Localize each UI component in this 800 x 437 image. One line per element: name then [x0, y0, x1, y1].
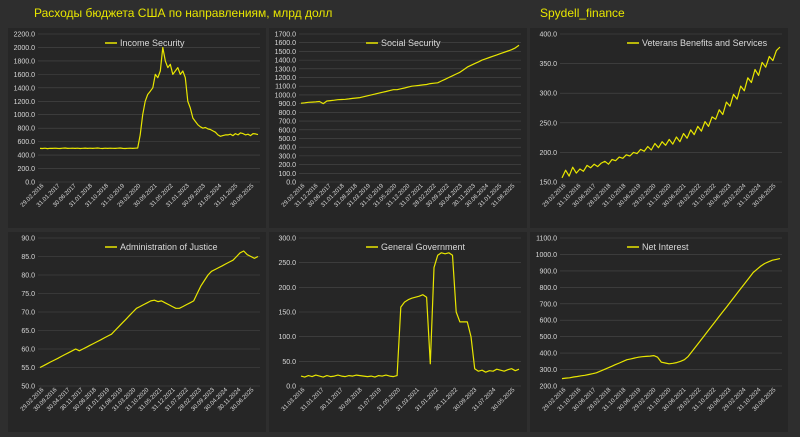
y-tick-label: 300.0 [539, 91, 557, 98]
y-tick-label: 200.0 [539, 150, 557, 157]
y-tick-label: 1400.0 [14, 85, 36, 92]
y-tick-label: 400.0 [539, 351, 557, 358]
y-tick-label: 600.0 [539, 318, 557, 325]
y-tick-label: 50.0 [282, 359, 296, 366]
y-tick-label: 2000.0 [14, 45, 36, 52]
legend-label: General Government [381, 242, 466, 252]
y-tick-label: 600.0 [17, 139, 35, 146]
y-tick-label: 100.0 [278, 334, 296, 341]
y-tick-label: 200.0 [278, 162, 296, 169]
y-tick-label: 55.0 [21, 365, 35, 372]
chart-panel-net-interest: 200.0 300.0 400.0 500.0 600.0 700.0 800.0 900.0… [530, 232, 788, 432]
y-tick-label: 0.0 [25, 180, 35, 187]
y-tick-label: 1200.0 [14, 99, 36, 106]
page-title: Расходы бюджета США по направлениям, млр… [34, 6, 333, 20]
y-tick-label: 75.0 [21, 291, 35, 298]
y-tick-label: 90.0 [21, 236, 35, 243]
y-tick-label: 800.0 [17, 126, 35, 133]
chart-svg: 50.055.060.065.070.075.080.085.090.029.0… [8, 232, 266, 432]
chart-background [269, 28, 527, 228]
y-tick-label: 700.0 [539, 301, 557, 308]
y-tick-label: 150.0 [539, 180, 557, 187]
y-tick-label: 1600.0 [14, 72, 36, 79]
y-tick-label: 300.0 [539, 367, 557, 374]
y-tick-label: 1100.0 [536, 236, 557, 243]
y-tick-label: 50.0 [21, 384, 35, 391]
chart-svg: 200.0 300.0 400.0 500.0 600.0 700.0 800.0 900.0… [530, 232, 788, 432]
chart-panel-social-security: 0.0 100.0 200.0 300.0 400.0 500.0 600.0 700.0 80… [269, 28, 527, 228]
y-tick-label: 500.0 [278, 136, 296, 143]
chart-svg: 0.0 200.0 400.0 600.0 800.0 1000.0 1200.0 1400.… [8, 28, 266, 228]
legend-label: Social Security [381, 38, 441, 48]
chart-panel-income-security: 0.0 200.0 400.0 600.0 800.0 1000.0 1200.0 1400.… [8, 28, 266, 228]
y-tick-label: 1300.0 [275, 66, 297, 73]
y-tick-label: 500.0 [539, 334, 557, 341]
y-tick-label: 0.0 [286, 180, 296, 187]
y-tick-label: 350.0 [539, 61, 557, 68]
y-tick-label: 300.0 [278, 236, 296, 243]
y-tick-label: 2200.0 [14, 32, 36, 39]
y-tick-label: 300.0 [278, 153, 296, 160]
y-tick-label: 200.0 [17, 166, 35, 173]
y-tick-label: 400.0 [539, 32, 557, 39]
y-tick-label: 100.0 [278, 171, 296, 178]
legend-label: Administration of Justice [120, 242, 218, 252]
y-tick-label: 800.0 [278, 110, 296, 117]
series-line [561, 258, 781, 380]
chart-panel-veterans-benefits: 150.0 200.0 250.0 300.0 350.0 400.0 29.02.2016… [530, 28, 788, 228]
chart-panel-general-government: 0.0 50.0 100.0 150.0 200.0 250.0 300.0 31.03.20… [269, 232, 527, 432]
legend-label: Net Interest [642, 242, 689, 252]
chart-background [269, 232, 527, 432]
y-tick-label: 1400.0 [275, 58, 297, 65]
y-tick-label: 1800.0 [14, 58, 36, 65]
y-tick-label: 150.0 [278, 310, 296, 317]
series-line [39, 46, 259, 150]
y-tick-label: 700.0 [278, 119, 296, 126]
legend-label: Income Security [120, 38, 185, 48]
y-tick-label: 1500.0 [275, 49, 297, 56]
series-line [300, 44, 520, 105]
header: Расходы бюджета США по направлениям, млр… [0, 0, 800, 26]
y-tick-label: 1600.0 [275, 40, 297, 47]
chart-svg: 150.0200.0250.0300.0350.0400.029.02.2016… [530, 28, 788, 228]
y-tick-label: 1200.0 [275, 75, 297, 82]
series-line [300, 252, 520, 378]
chart-background [530, 232, 788, 432]
y-tick-label: 1100.0 [275, 84, 296, 91]
y-tick-label: 85.0 [21, 254, 35, 261]
legend-label: Veterans Benefits and Services [642, 38, 768, 48]
y-tick-label: 400.0 [17, 153, 35, 160]
y-tick-label: 200.0 [278, 285, 296, 292]
y-tick-label: 60.0 [21, 347, 35, 354]
y-tick-label: 800.0 [539, 285, 557, 292]
y-tick-label: 200.0 [539, 384, 557, 391]
y-tick-label: 900.0 [278, 101, 296, 108]
y-tick-label: 600.0 [278, 127, 296, 134]
chart-panel-administration-of-justice: 50.0 55.0 60.0 65.0 70.0 75.0 80.0 85.0 90.0 29.0… [8, 232, 266, 432]
series-line [561, 46, 781, 179]
y-tick-label: 250.0 [539, 120, 557, 127]
y-tick-label: 1000.0 [275, 92, 297, 99]
y-tick-label: 0.0 [286, 384, 296, 391]
y-tick-label: 400.0 [278, 145, 296, 152]
series-line [39, 250, 259, 369]
y-tick-label: 80.0 [21, 273, 35, 280]
y-tick-label: 1000.0 [14, 112, 36, 119]
y-tick-label: 65.0 [21, 328, 35, 335]
y-tick-label: 1700.0 [275, 32, 297, 39]
y-tick-label: 900.0 [539, 268, 557, 275]
y-tick-label: 1000.0 [536, 252, 558, 259]
chart-svg: 0.050.0100.0150.0200.0250.0300.031.03.20… [269, 232, 527, 432]
y-tick-label: 70.0 [21, 310, 35, 317]
y-tick-label: 250.0 [278, 260, 296, 267]
chart-background [530, 28, 788, 228]
source-label: Spydell_finance [540, 6, 625, 20]
